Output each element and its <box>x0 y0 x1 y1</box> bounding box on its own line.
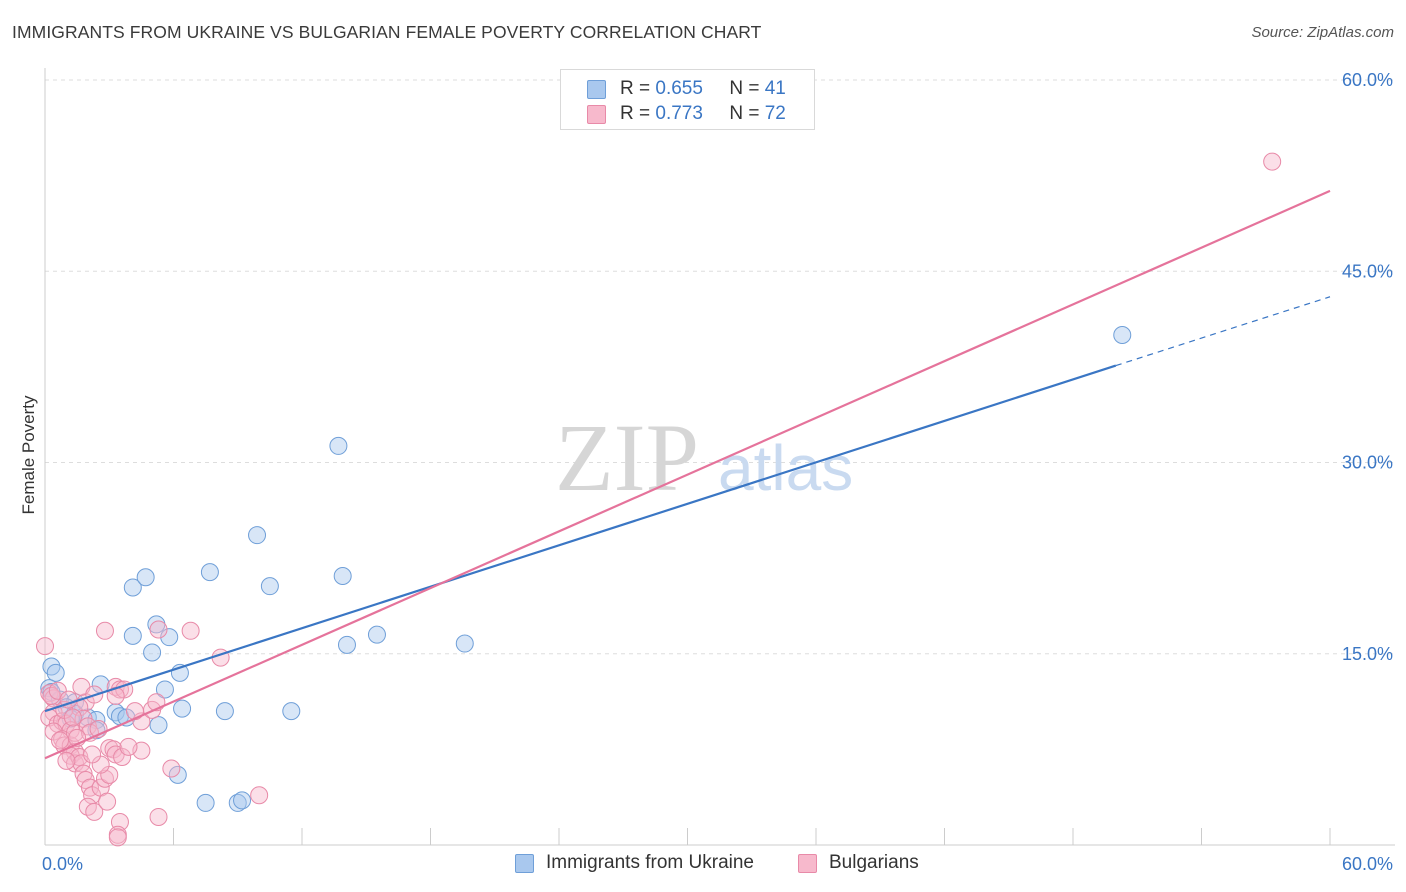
legend-swatch-bulgarians <box>587 105 606 124</box>
ukraine-point <box>136 568 155 587</box>
bulgarians-point <box>78 717 97 736</box>
watermark: ZIP atlas <box>555 404 853 511</box>
legend-n-label: N = <box>729 103 760 124</box>
bulgarians-point <box>119 737 138 756</box>
y-tick-label: 30.0% <box>1342 453 1393 473</box>
x-tick-label: 0.0% <box>42 854 83 874</box>
chart-title: IMMIGRANTS FROM UKRAINE VS BULGARIAN FEM… <box>12 22 762 42</box>
bulgarians-point <box>36 637 54 656</box>
bottom-legend-label-bulgarians: Bulgarians <box>829 852 919 873</box>
ukraine-point <box>215 702 234 721</box>
ukraine-point <box>367 625 386 644</box>
ukraine-point <box>46 663 65 682</box>
bulgarians-point <box>85 802 104 821</box>
legend-n-bulgarians: 72 <box>764 103 786 124</box>
watermark-atlas: atlas <box>718 432 853 504</box>
bottom-legend-label-ukraine: Immigrants from Ukraine <box>546 852 754 873</box>
ukraine-point <box>282 702 301 721</box>
ukraine-point <box>248 526 267 545</box>
legend-n-ukraine: 41 <box>764 78 786 99</box>
ukraine-point <box>233 791 252 810</box>
bulgarians-point <box>113 748 132 767</box>
legend-r-label: R = <box>620 103 651 124</box>
ukraine-point <box>143 643 162 662</box>
y-axis-label: Female Poverty <box>19 395 38 515</box>
point-layer-ukraine <box>40 326 1132 812</box>
ukraine-point <box>149 716 168 735</box>
ukraine-point <box>200 563 219 582</box>
ukraine-point <box>196 793 215 812</box>
gridlines <box>45 79 1395 655</box>
ukraine-point <box>155 680 174 699</box>
ukraine-point <box>160 628 179 647</box>
bulgarians-point <box>63 708 82 727</box>
x-tick-label: 60.0% <box>1342 854 1393 874</box>
source-credit: Source: ZipAtlas.com <box>1251 24 1394 41</box>
trend-line-ukraine <box>44 364 1117 713</box>
ukraine-point <box>168 765 187 784</box>
legend-r-bulgarians: 0.773 <box>655 103 703 124</box>
tick-labels: 15.0% 30.0% 45.0% 60.0% 0.0% 60.0% <box>42 70 1393 874</box>
ukraine-point <box>123 578 142 597</box>
ukraine-point <box>1113 326 1132 344</box>
ukraine-point <box>455 634 474 653</box>
ukraine-point <box>123 626 142 645</box>
axes <box>44 68 1395 846</box>
watermark-zip: ZIP <box>555 404 699 511</box>
ukraine-point <box>260 577 279 596</box>
bulgarians-point <box>108 828 127 847</box>
ukraine-point <box>329 436 348 455</box>
ukraine-point <box>337 635 356 654</box>
bulgarians-point <box>98 792 117 811</box>
bulgarians-point <box>1263 152 1282 171</box>
y-tick-label: 15.0% <box>1342 644 1393 664</box>
y-tick-label: 60.0% <box>1342 70 1393 90</box>
bulgarians-point <box>48 681 67 700</box>
legend-n-label: N = <box>729 78 760 99</box>
bulgarians-point <box>250 786 269 805</box>
trend-lines <box>44 189 1331 760</box>
legend-r-ukraine: 0.655 <box>655 78 703 99</box>
bulgarians-point <box>149 620 168 639</box>
trend-extension-ukraine <box>1115 296 1331 367</box>
bulgarians-point <box>181 621 200 640</box>
bulgarians-point <box>57 751 76 770</box>
correlation-legend: R = 0.655 N = 41 R = 0.773 N = 72 <box>560 69 815 130</box>
bulgarians-point <box>95 621 114 640</box>
bulgarians-point <box>70 698 89 717</box>
bulgarians-point <box>83 745 102 764</box>
legend-r-label: R = <box>620 78 651 99</box>
ukraine-point <box>333 566 352 585</box>
point-layer-bulgarians <box>36 152 1282 847</box>
y-tick-label: 45.0% <box>1342 261 1393 281</box>
trend-line-bulgarians <box>44 189 1331 760</box>
bottom-legend-swatch-bulgarians <box>798 854 817 873</box>
ukraine-point <box>173 699 192 718</box>
bulgarians-point <box>149 807 168 826</box>
legend-swatch-ukraine <box>587 80 606 99</box>
bottom-legend-swatch-ukraine <box>515 854 534 873</box>
bulgarians-point <box>80 778 99 797</box>
bulgarians-point <box>50 731 69 750</box>
bulgarians-point <box>162 759 181 778</box>
